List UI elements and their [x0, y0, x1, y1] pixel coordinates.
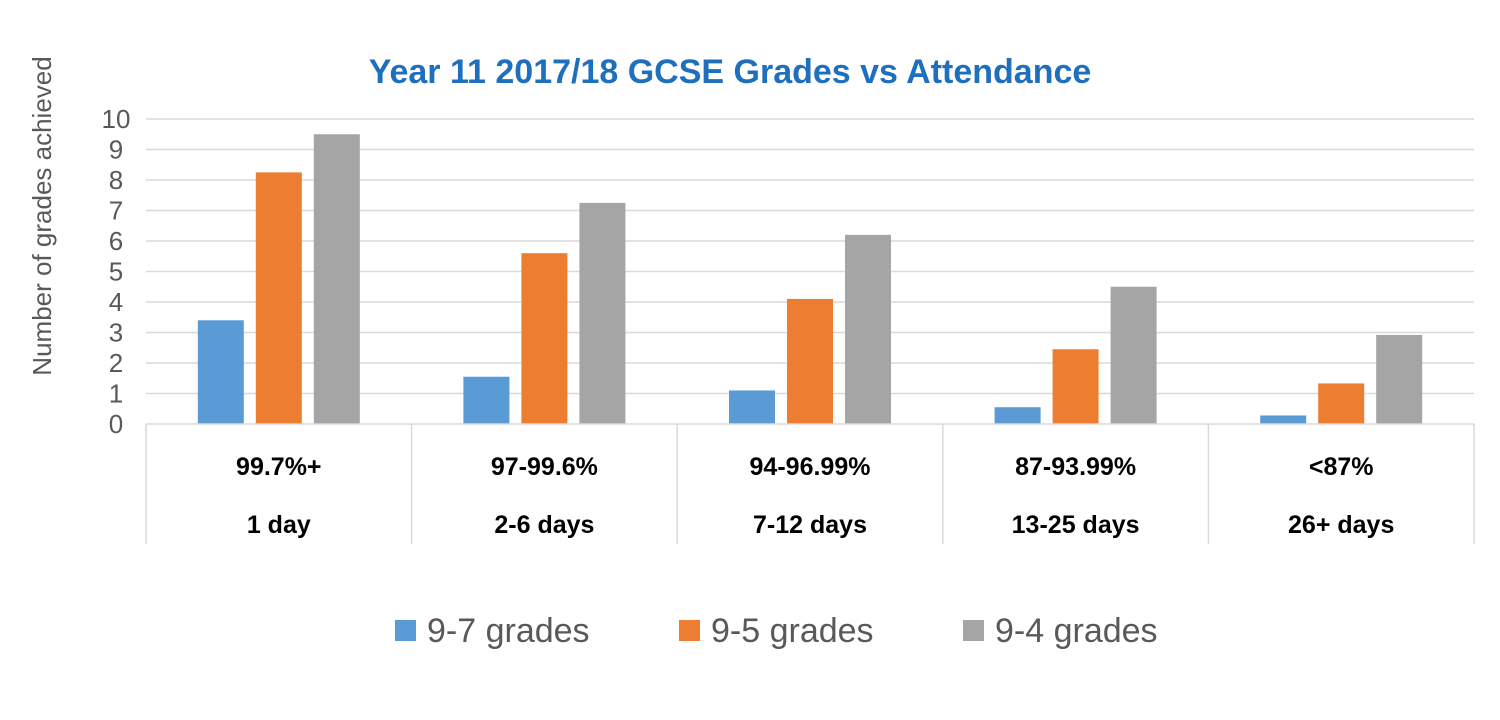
bar [1318, 383, 1365, 424]
bar [579, 202, 626, 424]
category-label-attendance: 87-93.99% [1015, 453, 1136, 481]
category-label-days: 1 day [247, 511, 311, 539]
y-tick-label: 2 [109, 348, 123, 378]
bar [313, 134, 360, 424]
y-tick-label: 1 [109, 379, 123, 409]
bar [197, 320, 244, 424]
category-label-days: 2-6 days [494, 511, 594, 539]
y-tick-label: 8 [109, 165, 123, 195]
y-tick-label: 7 [109, 196, 123, 226]
legend-label: 9-5 grades [711, 612, 874, 650]
bar [1260, 415, 1307, 424]
category-label-attendance: <87% [1309, 453, 1374, 481]
bar [463, 376, 510, 424]
bar [1052, 349, 1099, 424]
gridlines [146, 118, 1474, 395]
bar [845, 234, 891, 424]
y-axis-label: Number of grades achieved [27, 56, 57, 375]
y-tick-label: 10 [102, 104, 131, 134]
category-label-attendance: 94-96.99% [750, 453, 871, 481]
legend-swatch [395, 620, 416, 641]
bar [729, 390, 775, 424]
legend-label: 9-7 grades [427, 612, 590, 650]
bar [255, 172, 302, 424]
category-label-attendance: 97-99.6% [491, 453, 598, 481]
legend-label: 9-4 grades [995, 612, 1158, 650]
bar [521, 253, 568, 424]
category-label-attendance: 99.7%+ [236, 453, 322, 481]
bars [197, 134, 1423, 424]
bar [1376, 334, 1423, 424]
legend-swatch [679, 620, 700, 641]
chart-title: Year 11 2017/18 GCSE Grades vs Attendanc… [369, 53, 1092, 91]
y-tick-label: 4 [109, 287, 123, 317]
category-axis: 99.7%+ 1 day 97-99.6% 2-6 days 94-96.99% 7-12… [145, 423, 1475, 544]
category-label-days: 13-25 days [1012, 511, 1140, 539]
bar [1110, 286, 1157, 424]
y-tick-label: 9 [109, 135, 123, 165]
y-tick-label: 3 [109, 318, 123, 348]
category-label-days: 7-12 days [753, 511, 867, 539]
y-tick-label: 0 [109, 409, 123, 439]
y-tick-label: 6 [109, 226, 123, 256]
bar [994, 407, 1041, 424]
category-label-days: 26+ days [1288, 511, 1394, 539]
legend: 9-7 grades 9-5 grades 9-4 grades [395, 612, 1158, 650]
legend-swatch [963, 620, 984, 641]
y-tick-label: 5 [109, 257, 123, 287]
bar [787, 298, 833, 424]
